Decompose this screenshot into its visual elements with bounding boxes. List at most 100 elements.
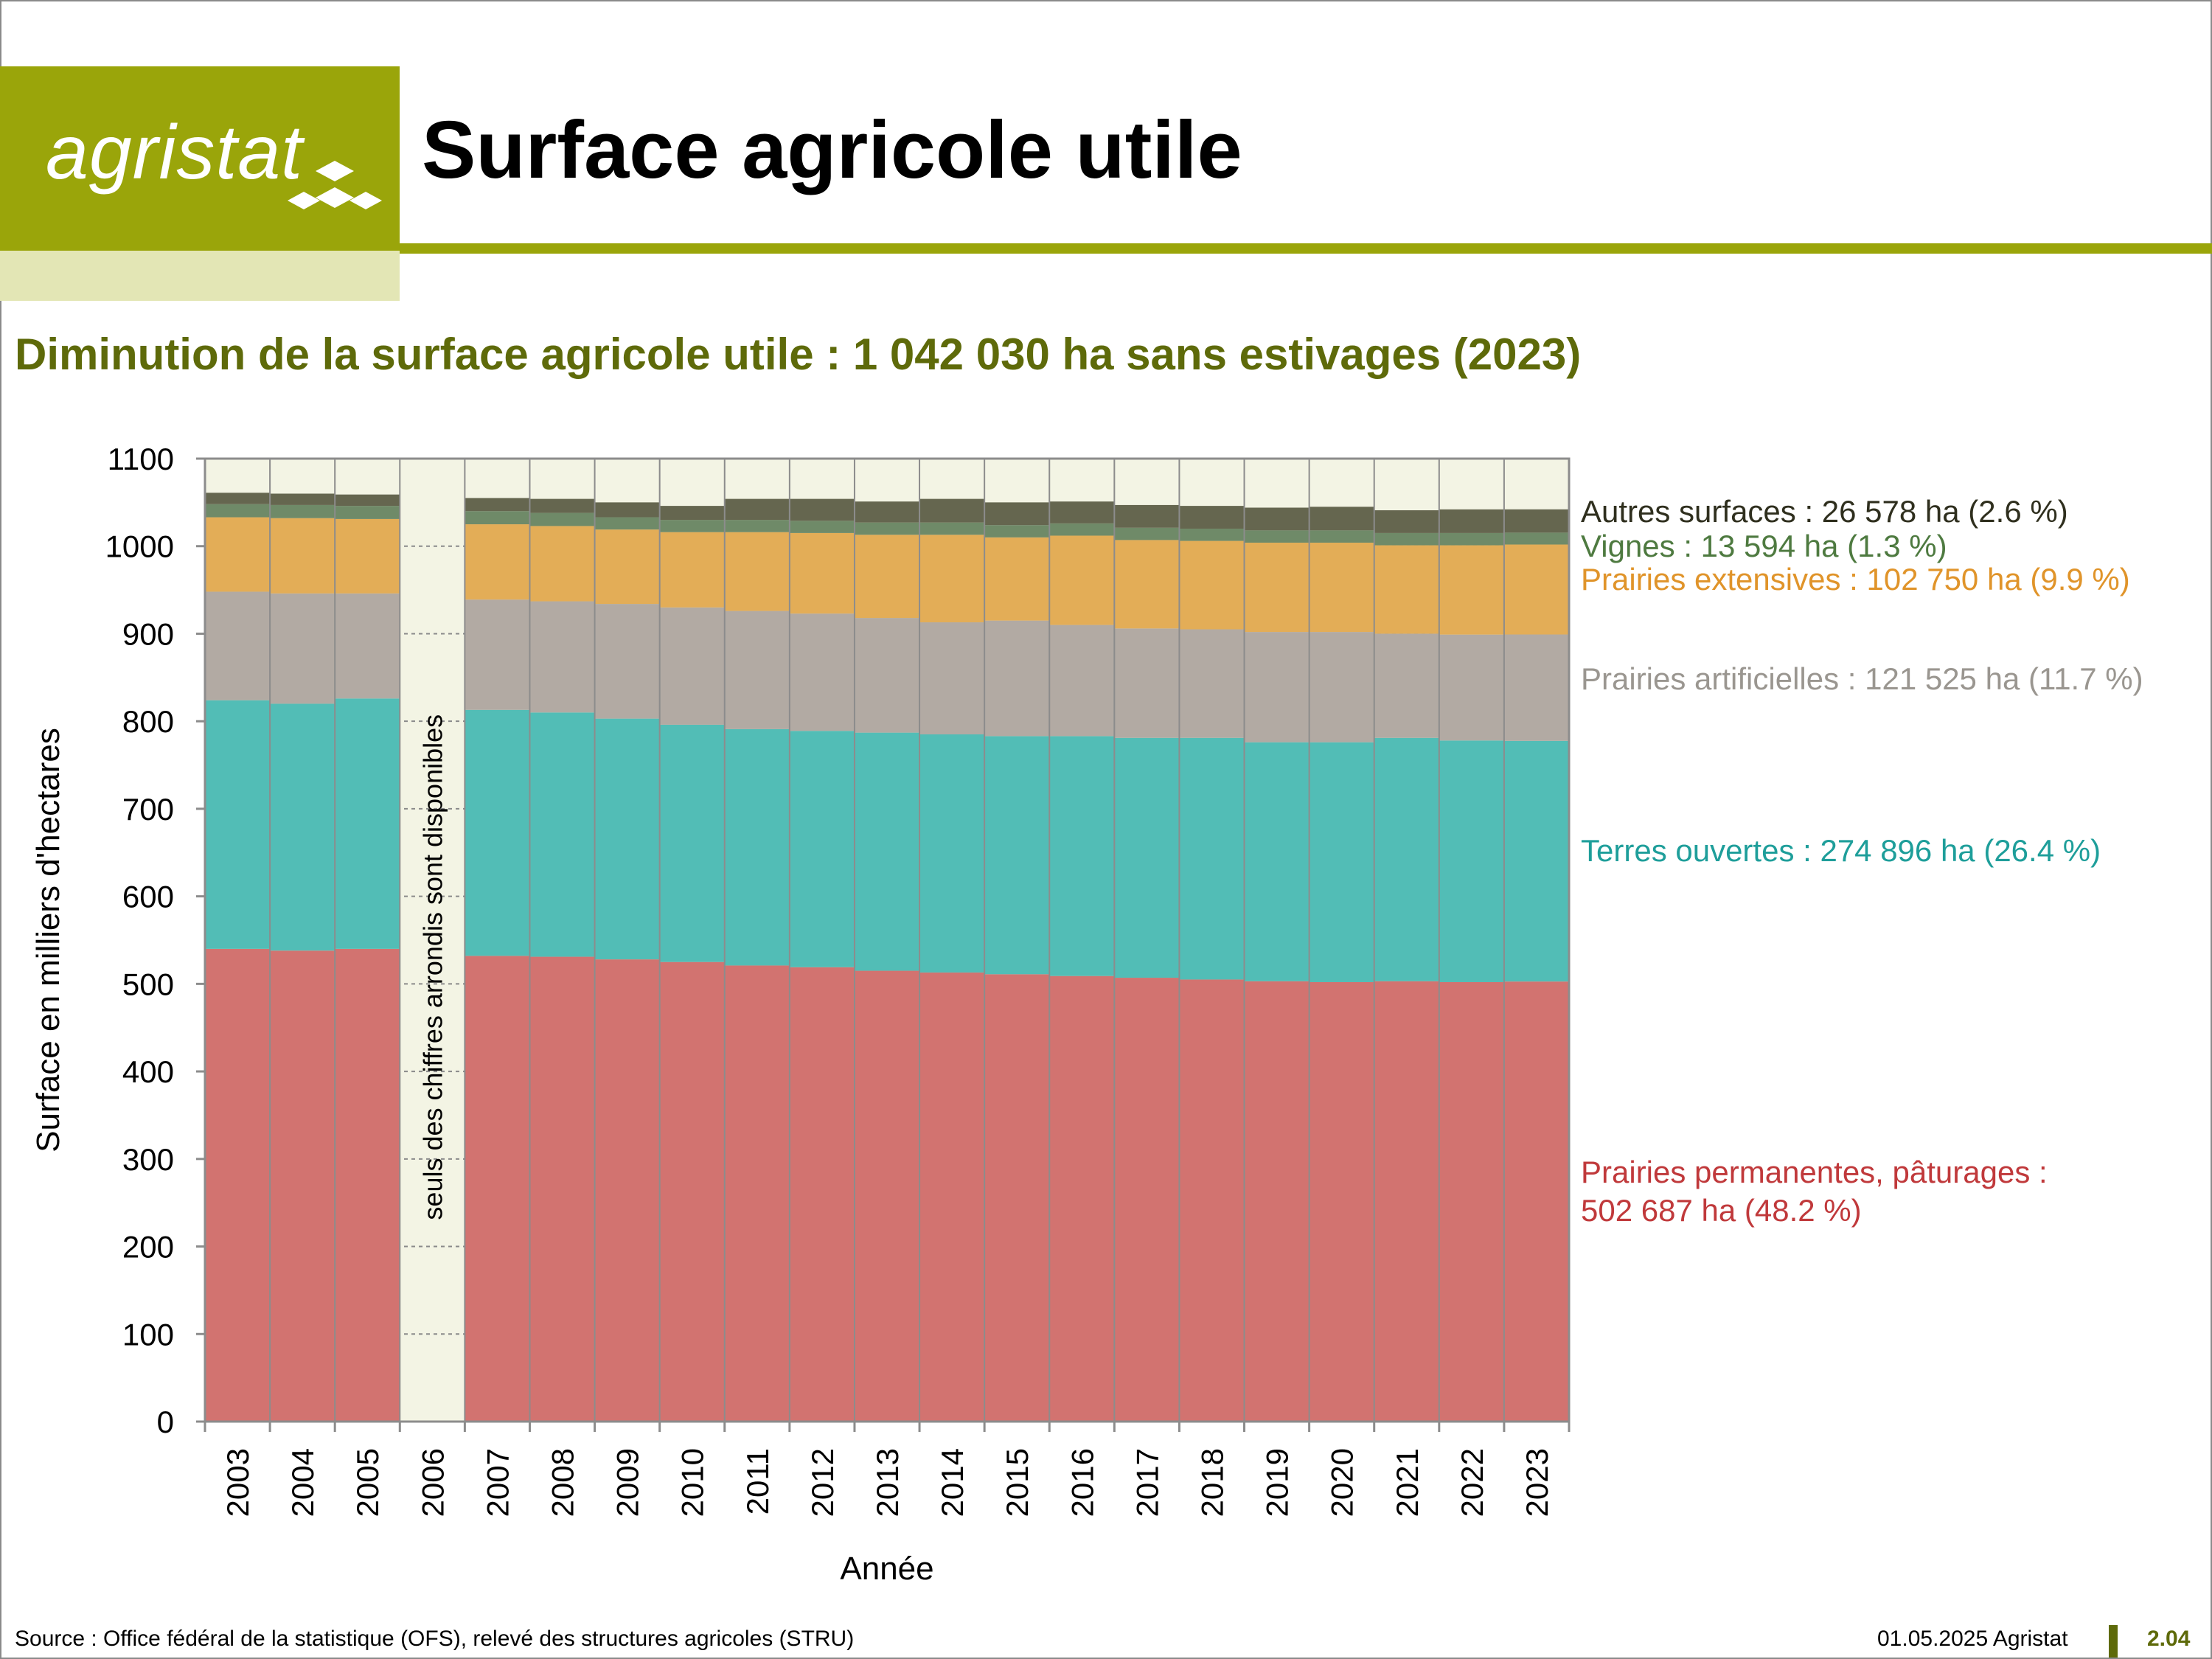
chart-subtitle: Diminution de la surface agricole utile …	[15, 330, 1582, 379]
bar-segment	[1309, 981, 1374, 1422]
bar-segment	[659, 607, 725, 725]
bar-segment	[1503, 532, 1569, 545]
bar-segment	[1309, 507, 1374, 531]
bar-segment	[854, 501, 920, 523]
bar-segment	[789, 498, 855, 521]
bar-segment	[854, 732, 920, 971]
y-tick-label: 100	[122, 1317, 174, 1352]
bar-segment	[1049, 975, 1115, 1422]
plot-border	[204, 457, 1571, 1423]
stacked-bar-chart: 0 100 200 300 400 500 600 700 800 900 1000 1100 2003…	[30, 442, 2143, 1587]
bar-segment	[529, 601, 595, 713]
bar-segment	[1374, 737, 1439, 981]
bar-segment	[984, 736, 1050, 975]
bar-segment	[205, 948, 271, 1422]
bar-segment	[205, 700, 271, 949]
bar-segment	[1114, 978, 1180, 1422]
bar-segment	[594, 718, 660, 960]
bar-segment	[270, 593, 335, 704]
bar-segment	[1179, 737, 1245, 980]
y-tick-label: 200	[122, 1230, 174, 1265]
bar-segment	[270, 950, 335, 1422]
x-tick-label: 2022	[1455, 1448, 1489, 1517]
bar-segment	[335, 506, 400, 519]
bar-segment	[335, 593, 400, 699]
bar-segment	[1439, 532, 1504, 546]
bar-segment	[529, 712, 595, 957]
x-tick-label: 2008	[546, 1448, 580, 1517]
bar-segment	[1439, 981, 1504, 1422]
bar-segment	[270, 504, 335, 518]
y-tick-label: 300	[122, 1142, 174, 1177]
footer-date: 01.05.2025 Agristat	[1877, 1627, 2068, 1651]
bar-segment	[465, 599, 530, 710]
y-tick-label: 900	[122, 616, 174, 651]
series-label: Autres surfaces : 26 578 ha (2.6 %)	[1581, 494, 2068, 529]
x-tick-label: 2015	[1000, 1448, 1034, 1517]
x-tick-label: 2019	[1260, 1448, 1295, 1517]
y-tick-label: 600	[122, 880, 174, 914]
logo-block	[0, 66, 400, 251]
bar-segment	[919, 622, 985, 734]
y-tick-label: 500	[122, 967, 174, 1001]
bar-segment	[1114, 540, 1180, 629]
bar-segment	[984, 525, 1050, 538]
x-tick-label: 2014	[935, 1448, 970, 1517]
bar-segment	[1179, 506, 1245, 529]
bar-segment	[594, 529, 660, 605]
bar-segment	[1179, 629, 1245, 738]
bar-segment	[465, 709, 530, 956]
bar-segment	[594, 959, 660, 1422]
logo-diamonds-icon	[288, 161, 382, 209]
bar-segment	[465, 956, 530, 1422]
bar-segment	[529, 956, 595, 1422]
missing-data-note: seuls des chiffres arrondis sont disponi…	[417, 714, 448, 1220]
x-tick-label: 2016	[1065, 1448, 1099, 1517]
bar-segment	[205, 591, 271, 700]
bar-segment	[1049, 535, 1115, 625]
bar-segment	[1049, 501, 1115, 524]
series-label: Prairies permanentes, pâturages :	[1581, 1155, 2048, 1189]
bar-segment	[465, 524, 530, 600]
bar-segment	[529, 526, 595, 602]
bar-segment	[465, 511, 530, 525]
x-tick-label: 2009	[611, 1448, 645, 1517]
header-rule	[400, 243, 2212, 254]
bar-segment	[724, 498, 790, 521]
bar-segment	[659, 506, 725, 521]
bar-segment	[919, 734, 985, 973]
page-title: Surface agricole utile	[422, 105, 1242, 195]
y-tick-label: 0	[157, 1405, 174, 1439]
bar-segment	[789, 613, 855, 731]
bar-segment	[789, 521, 855, 533]
bar-segment	[1309, 530, 1374, 543]
bar-segment	[594, 517, 660, 530]
bar-segment	[270, 493, 335, 505]
bar-segment	[1179, 528, 1245, 541]
bar-segment	[529, 498, 595, 513]
bar-segment	[1439, 634, 1504, 741]
bar-segment	[335, 518, 400, 594]
x-tick-label: 2006	[415, 1448, 450, 1517]
bar-segment	[1244, 632, 1310, 742]
bar-segment	[1114, 527, 1180, 540]
x-tick-label: 2017	[1130, 1448, 1164, 1517]
bar-segment	[659, 520, 725, 532]
bar-segment	[594, 604, 660, 719]
series-label: Prairies artificielles : 121 525 ha (11.…	[1581, 661, 2143, 696]
y-tick-label: 1000	[105, 529, 174, 564]
bar-segment	[1374, 633, 1439, 738]
bar-segment	[724, 520, 790, 532]
bar-segment	[594, 502, 660, 518]
y-axis-title: Surface en milliers d'hectares	[30, 728, 66, 1152]
bar-segment	[919, 972, 985, 1422]
bar-segment	[1309, 742, 1374, 982]
bar-segment	[1114, 737, 1180, 978]
bar-segment	[854, 535, 920, 619]
bar-segment	[1503, 981, 1569, 1422]
bar-segment	[205, 493, 271, 504]
bar-segment	[1503, 544, 1569, 635]
series-label: Vignes : 13 594 ha (1.3 %)	[1581, 529, 1947, 563]
x-tick-label: 2010	[675, 1448, 710, 1517]
